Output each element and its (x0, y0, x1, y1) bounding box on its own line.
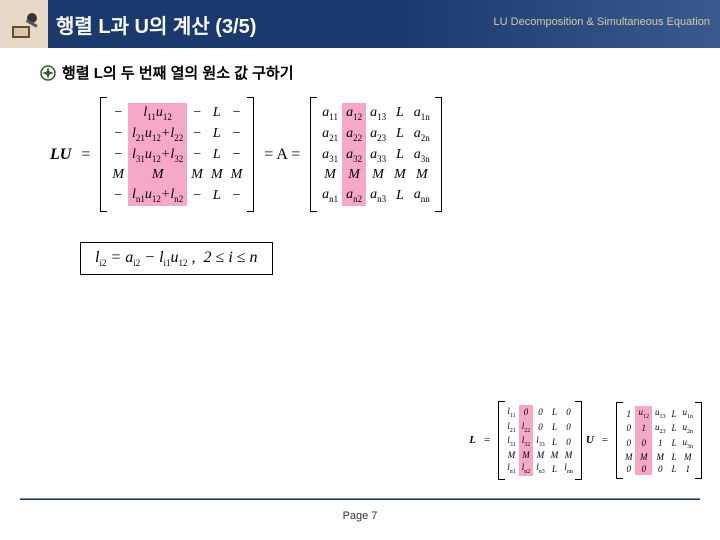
page-number: Page 7 (0, 510, 720, 522)
slide-title: 행렬 L과 U의 계산 (3/5) (56, 10, 256, 39)
formula-box: li2 = ai2 − li1u12 , 2 ≤ i ≤ n (80, 242, 273, 275)
equals-1: = (77, 146, 94, 164)
matrix-a: a11a12a13La1na21a22a23La2na31a32a33La3nM… (310, 97, 442, 212)
header-icon (0, 0, 48, 48)
small-u-label: U (586, 434, 594, 446)
small-l-label: L (469, 434, 476, 446)
footer-line (20, 498, 700, 500)
small-matrix-l: l1100L0l21l220L0l31l32l33L0MMMMMln1ln2ln… (498, 401, 582, 480)
bullet-text: 행렬 L의 두 번째 열의 원소 값 구하기 (62, 62, 294, 83)
small-eq-2: = (598, 434, 612, 446)
formula-text: li2 = ai2 − li1u12 , 2 ≤ i ≤ n (95, 249, 258, 266)
small-matrix-u: 1u12u13Lu1n01u23Lu2n001Lu3nMMMLM000L1 (616, 402, 702, 478)
matrix-lu: −l11u12−L−−l21u12+l22−L−−l31u12+l32−L−MM… (100, 97, 254, 212)
equals-a: = A = (260, 146, 304, 164)
slide-header: 행렬 L과 U의 계산 (3/5) LU Decomposition & Sim… (0, 0, 720, 48)
bullet-icon (40, 65, 56, 81)
lhs-label: LU (50, 146, 71, 164)
small-equation: L = l1100L0l21l220L0l31l32l33L0MMMMMln1l… (469, 401, 702, 480)
slide-subtitle: LU Decomposition & Simultaneous Equation (494, 16, 710, 28)
bullet-row: 행렬 L의 두 번째 열의 원소 값 구하기 (40, 62, 680, 83)
small-eq-1: = (480, 434, 494, 446)
main-equation: LU = −l11u12−L−−l21u12+l22−L−−l31u12+l32… (50, 97, 680, 212)
